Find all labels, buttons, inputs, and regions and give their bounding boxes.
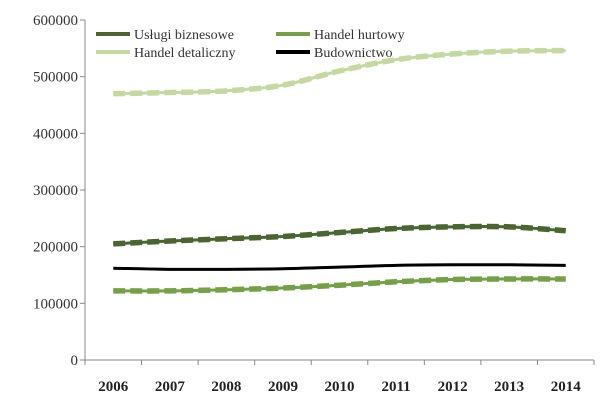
x-tick-label: 2008 bbox=[211, 379, 241, 394]
x-tick-label: 2013 bbox=[494, 379, 524, 394]
y-tick-label: 0 bbox=[71, 353, 79, 369]
legend-label-handel-hurtowy: Handel hurtowy bbox=[314, 28, 405, 43]
y-tick-label: 500000 bbox=[33, 70, 78, 86]
legend-label-uslugi-biznesowe: Usługi biznesowe bbox=[134, 28, 234, 43]
x-tick-label: 2014 bbox=[551, 379, 582, 394]
y-tick-label: 400000 bbox=[33, 126, 78, 142]
y-axis-ticks: 0 100000 200000 300000 400000 500000 600000 bbox=[33, 13, 85, 369]
legend-label-handel-detaliczny: Handel detaliczny bbox=[134, 46, 235, 61]
series-dash-handel-hurtowy bbox=[113, 276, 566, 294]
x-tick-label: 2010 bbox=[325, 379, 355, 394]
x-tick-label: 2012 bbox=[438, 379, 468, 394]
legend: Usługi biznesowe Handel hurtowy Handel d… bbox=[96, 28, 405, 61]
y-tick-label: 300000 bbox=[33, 183, 78, 199]
x-tick-label: 2009 bbox=[268, 379, 298, 394]
legend-label-budownictwo: Budownictwo bbox=[314, 46, 393, 61]
y-tick-label: 600000 bbox=[33, 13, 78, 29]
y-tick-label: 100000 bbox=[33, 296, 78, 312]
series-lines bbox=[113, 47, 566, 294]
x-axis-ticks: 2006 2007 2008 2009 2010 2011 2012 2013 2014 bbox=[84, 360, 595, 394]
x-tick-label: 2007 bbox=[155, 379, 186, 394]
y-tick-label: 200000 bbox=[33, 240, 78, 256]
x-tick-label: 2006 bbox=[98, 379, 129, 394]
x-tick-label: 2011 bbox=[381, 379, 410, 394]
